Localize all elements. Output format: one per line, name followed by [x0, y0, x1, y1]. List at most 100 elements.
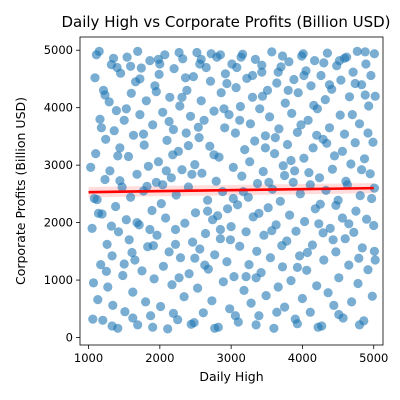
- data-point: [257, 91, 268, 101]
- data-point: [346, 159, 356, 169]
- data-point: [247, 92, 258, 102]
- data-point: [107, 321, 117, 331]
- data-point: [299, 70, 309, 81]
- data-point: [203, 195, 213, 205]
- data-point: [241, 227, 251, 237]
- data-point: [101, 134, 111, 144]
- data-point: [153, 54, 163, 64]
- data-point: [104, 97, 114, 107]
- x-tick-label: 5000: [359, 351, 388, 365]
- data-point: [228, 162, 238, 172]
- data-point: [175, 253, 186, 263]
- data-point: [277, 51, 288, 61]
- data-point: [277, 241, 287, 251]
- data-point: [341, 176, 351, 186]
- data-point: [362, 214, 372, 224]
- data-point: [160, 50, 170, 60]
- data-point: [152, 230, 162, 240]
- data-point: [280, 170, 290, 181]
- data-point: [206, 49, 216, 59]
- data-point: [133, 46, 143, 57]
- data-point: [95, 114, 105, 124]
- data-point: [257, 60, 267, 70]
- data-point: [219, 104, 229, 114]
- data-point: [310, 56, 320, 66]
- data-point: [168, 124, 178, 135]
- data-point: [148, 241, 158, 251]
- data-point: [305, 307, 315, 317]
- data-point: [183, 182, 193, 192]
- data-point: [267, 226, 277, 236]
- data-point: [334, 273, 344, 283]
- data-point: [322, 48, 332, 58]
- data-point: [363, 128, 373, 138]
- data-point: [177, 92, 187, 102]
- data-point: [270, 133, 280, 143]
- data-point: [193, 283, 203, 293]
- y-tick-label: 1000: [44, 273, 73, 287]
- data-point: [128, 313, 138, 323]
- data-point: [126, 88, 136, 98]
- data-point: [218, 277, 228, 287]
- data-point: [361, 59, 371, 69]
- data-point: [258, 166, 268, 177]
- data-point: [235, 115, 245, 125]
- data-point: [207, 296, 217, 306]
- data-point: [139, 140, 149, 150]
- data-point: [263, 203, 273, 213]
- data-point: [174, 47, 184, 58]
- data-point: [240, 145, 250, 155]
- data-point: [350, 78, 360, 89]
- data-point: [112, 62, 122, 73]
- data-point: [355, 191, 365, 201]
- data-point: [168, 308, 178, 318]
- data-point: [292, 319, 302, 329]
- data-point: [108, 53, 119, 63]
- data-point: [93, 208, 104, 218]
- data-point: [306, 81, 316, 91]
- data-point: [170, 239, 181, 249]
- data-point: [337, 213, 347, 223]
- data-point: [171, 190, 181, 200]
- data-point: [188, 72, 198, 82]
- y-tick-label: 4000: [44, 101, 73, 115]
- data-point: [100, 90, 110, 100]
- data-point: [111, 106, 121, 116]
- data-point: [314, 173, 325, 183]
- data-point: [145, 224, 155, 235]
- data-point: [179, 292, 189, 302]
- data-point: [145, 56, 155, 66]
- data-point: [336, 75, 346, 85]
- data-point: [299, 153, 309, 163]
- data-point: [340, 234, 350, 244]
- data-point: [127, 247, 137, 258]
- data-point: [261, 291, 271, 301]
- data-point: [189, 318, 199, 328]
- data-point: [247, 70, 258, 81]
- data-point: [320, 95, 330, 105]
- data-point: [292, 127, 302, 137]
- data-point: [360, 47, 370, 57]
- data-point: [132, 218, 142, 228]
- data-point: [344, 260, 354, 270]
- data-point: [254, 311, 264, 321]
- data-point: [353, 278, 363, 289]
- data-point: [156, 301, 166, 312]
- data-point: [272, 78, 282, 88]
- data-point: [272, 307, 282, 317]
- data-point: [93, 295, 103, 305]
- data-point: [108, 300, 118, 310]
- data-point: [136, 63, 146, 73]
- data-point: [312, 281, 322, 291]
- data-point: [321, 185, 331, 195]
- data-point: [245, 119, 255, 129]
- data-point: [331, 200, 341, 210]
- data-point: [302, 247, 312, 258]
- y-tick-label: 5000: [44, 43, 73, 57]
- x-tick-label: 1000: [74, 351, 103, 365]
- data-point: [135, 110, 145, 120]
- data-point: [250, 54, 260, 64]
- data-point: [357, 243, 367, 253]
- data-point: [290, 166, 300, 176]
- regression-line: [88, 186, 374, 194]
